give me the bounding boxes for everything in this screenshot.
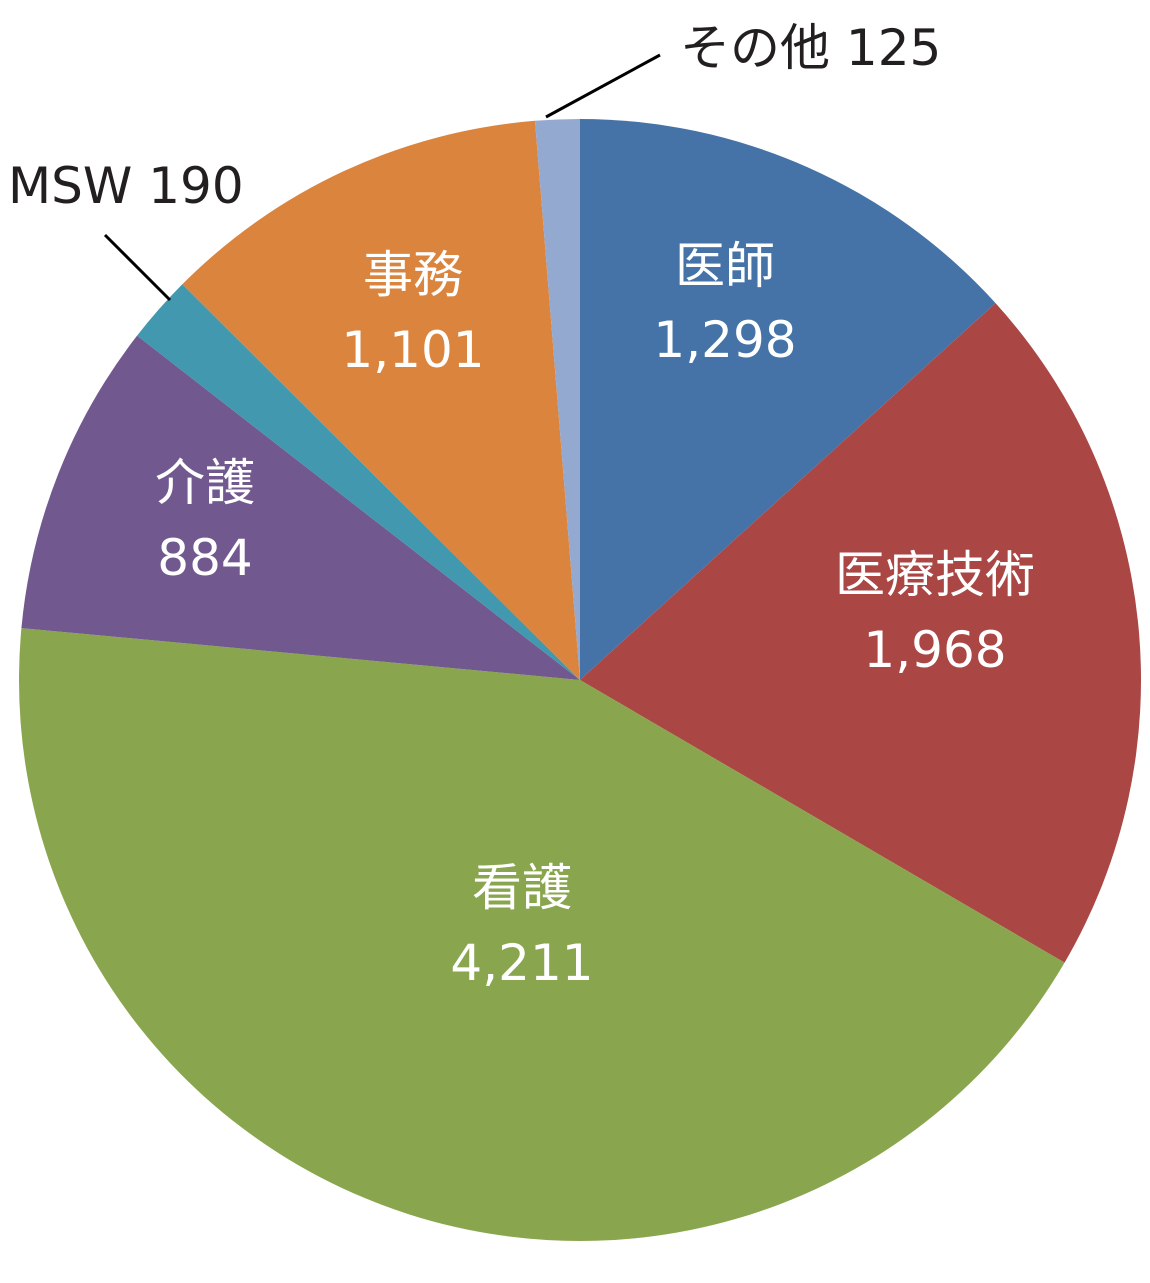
slice-label-2: 看護 (472, 859, 572, 917)
pie-slice-1 (580, 303, 1141, 963)
slice-value-5: 1,101 (341, 321, 484, 379)
leader-line-4 (103, 233, 172, 302)
pie-slice-4 (137, 284, 581, 680)
slice-label-0: 医師 (675, 237, 775, 295)
slice-value-1: 1,968 (863, 621, 1006, 679)
pie-slice-3 (21, 335, 580, 680)
pie-slice-0 (580, 119, 996, 680)
pie-slices (19, 119, 1141, 1241)
slice-value-2: 4,211 (450, 934, 593, 992)
slice-value-3: 884 (157, 529, 252, 587)
pie-slice-2 (19, 628, 1065, 1241)
pie-slice-5 (182, 120, 580, 680)
slice-label-4: MSW 190 (8, 157, 244, 215)
leader-line-6 (545, 53, 661, 119)
slice-label-1: 医療技術 (835, 546, 1035, 604)
slice-value-0: 1,298 (653, 311, 796, 369)
pie-slice-6 (534, 119, 580, 680)
slice-label-5: 事務 (363, 246, 463, 304)
slice-label-6: その他 125 (680, 19, 941, 77)
slice-label-3: 介護 (155, 454, 255, 512)
pie-labels: 医師 1,298 医療技術 1,968 看護 4,211 介護 884 MSW 190 事務 1,1… (8, 19, 1035, 992)
